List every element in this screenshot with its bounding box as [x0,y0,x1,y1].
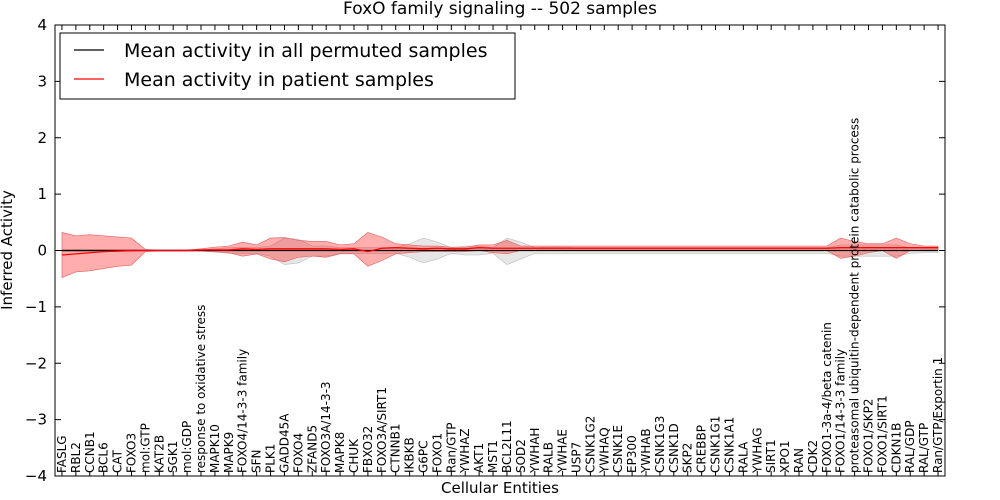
x-tick-label: YWHAE [556,429,570,474]
x-tick-label: FOXO4 [291,433,305,473]
x-tick-label: CTNNB1 [389,423,403,473]
x-tick-label: CSNK1G1 [709,416,723,473]
x-tick-label: CSNK1A1 [722,417,736,473]
y-tick-label: −1 [25,298,47,316]
x-tick-label: BCL6 [97,442,111,473]
x-tick-label: SGK1 [166,441,180,473]
confidence-band-permuted [61,237,939,265]
x-tick-label: CHUK [347,438,361,473]
y-tick-label: −4 [25,467,47,485]
x-tick-label: USP7 [569,442,583,473]
x-tick-label: YWHAB [639,428,653,474]
x-tick-label: CREBBP [695,425,709,473]
x-tick-label: G6PC [417,440,431,473]
x-tick-label: MAPK8 [333,432,347,473]
x-tick-label: FASLG [55,435,69,473]
x-tick-label: FBXO32 [361,426,375,473]
x-tick-label: MAPK9 [222,432,236,473]
x-tick-label: SKP2 [681,443,695,473]
x-tick-label: RALB [542,442,556,473]
x-tick-label: CCNB1 [83,431,97,473]
x-tick-label: FOXO4/14-3-3 family [236,349,250,473]
confidence-bands [61,232,939,279]
y-tick-label: −3 [25,411,47,429]
x-tick-label: SFN [250,450,264,474]
x-tick-label: FOXO3A/14-3-3 [319,381,333,473]
series-line-patient [61,247,939,256]
x-tick-label: mol:GTP [138,423,152,473]
x-tick-label: MAPK10 [208,424,222,473]
x-tick-label: CSNK1D [667,423,681,473]
x-tick-label: RBL2 [69,442,83,473]
x-tick-label: RAN [792,448,806,473]
x-tick-label: EP300 [625,435,639,473]
x-tick-label: IKBKB [403,437,417,473]
x-tick-label: PLK1 [264,444,278,473]
x-tick-label: FOXO1 [430,433,444,473]
x-tick-label: CDKN1B [889,423,903,473]
series-lines [61,247,939,256]
x-tick-label: YWHAQ [597,427,611,474]
x-tick-label: ZFAND5 [305,425,319,473]
x-tick-label: MST1 [486,440,500,473]
x-tick-label: YWHAG [750,427,764,474]
x-tick-label: CDK2 [806,440,820,473]
x-tick-label: response to oxidative stress [194,305,208,473]
x-tick-label: FOXO1/SIRT1 [875,395,889,473]
y-axis-label: Inferred Activity [0,190,16,310]
x-tick-label: BCL2L11 [500,420,514,473]
y-axis-ticks: −4 −3 −2 −1 0 1 2 3 4 [25,16,945,485]
x-tick-label: YWHAZ [458,428,472,474]
x-tick-label: Ran/GTP [444,422,458,473]
x-tick-label: FOXO3A/SIRT1 [375,387,389,473]
legend-label-permuted: Mean activity in all permuted samples [124,40,487,62]
x-tick-label: CAT [111,449,125,473]
confidence-band-patient [61,232,939,279]
legend-label-patient: Mean activity in patient samples [124,69,434,91]
y-tick-label: 2 [37,129,47,147]
y-tick-label: −2 [25,354,47,372]
x-tick-label: CSNK1G3 [653,416,667,473]
x-tick-label: SOD2 [514,439,528,473]
y-tick-label: 0 [37,242,47,260]
x-tick-label: GADD45A [277,413,291,473]
x-tick-label: XPO1 [778,440,792,473]
x-tick-label: YWHAH [528,428,542,474]
x-tick-label: CSNK1E [611,425,625,473]
x-tick-label: FOXO1-3a-4/beta catenin [820,322,834,473]
y-tick-label: 3 [37,72,47,90]
x-tick-label: KAT2B [152,435,166,473]
x-axis-label: Cellular Entities [441,479,559,497]
x-axis-ticks: FASLG RBL2 CCNB1 BCL6 CAT FOXO3 mol:GTP KAT2B SG… [55,25,945,476]
x-tick-label: SIRT1 [764,439,778,473]
x-tick-label: Ran/GTP/Exportin 1 [931,357,945,473]
y-tick-label: 4 [37,16,47,34]
x-tick-label: RAL/GTP [917,423,931,473]
x-tick-label: RALA [736,441,750,473]
y-tick-label: 1 [37,185,47,203]
legend-frame [59,32,516,100]
x-tick-label: FOXO1/14-3-3 family [834,349,848,473]
x-tick-label: CSNK1G2 [583,416,597,473]
x-tick-label: mol:GDP [180,421,194,473]
x-tick-label: RAL/GDP [903,420,917,473]
x-tick-label: proteasomal ubiquitin-dependent protein … [848,118,862,473]
legend: Mean activity in all permuted samples Me… [59,32,516,100]
chart-title: FoxO family signaling -- 502 samples [343,0,657,19]
x-tick-label: AKT1 [472,443,486,473]
x-tick-label: FOXO3 [124,433,138,473]
x-tick-label: FOXO1/SKP2 [862,398,876,473]
